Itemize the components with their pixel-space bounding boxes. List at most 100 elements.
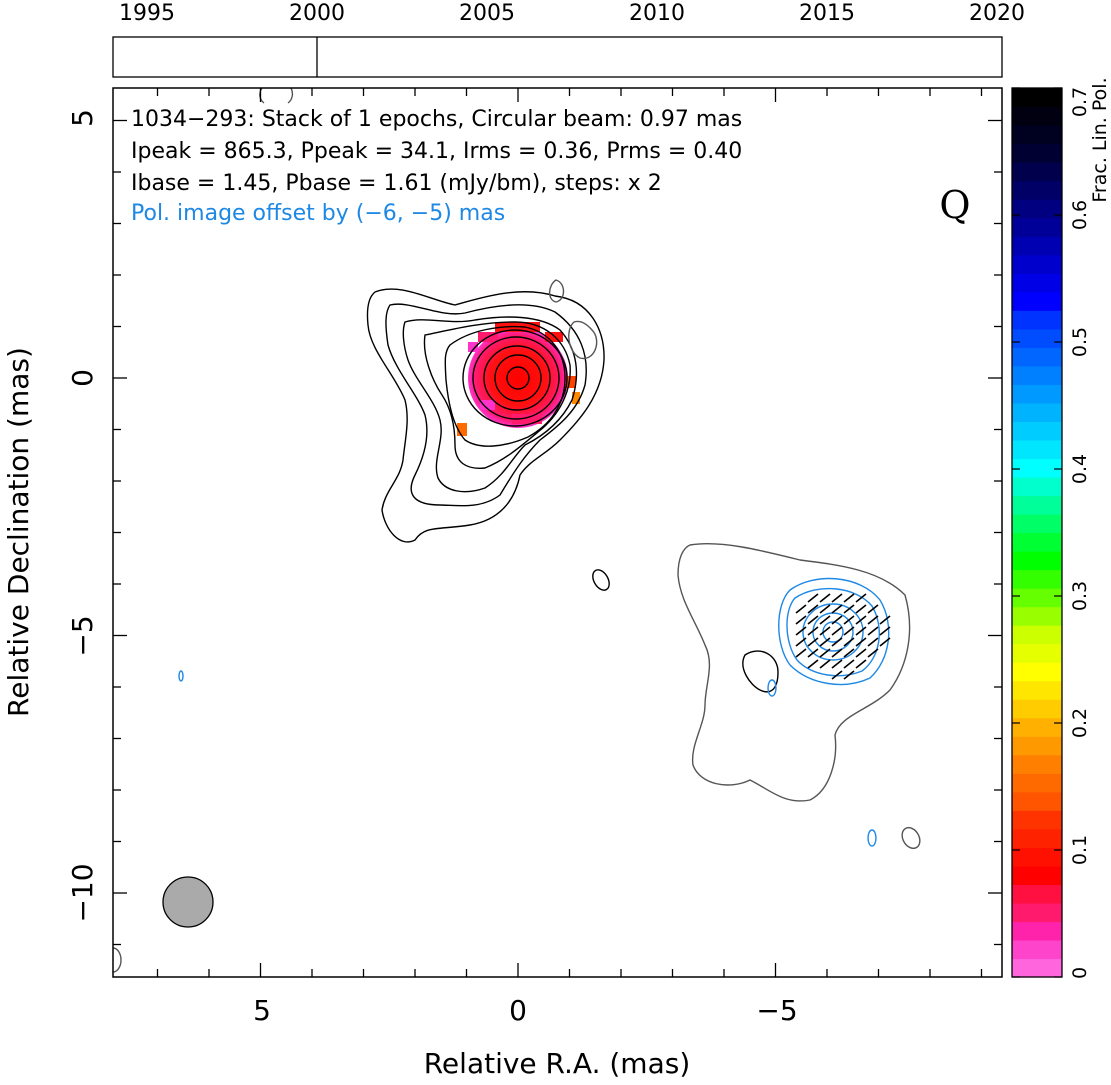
evpa-tick: [867, 648, 879, 658]
evpa-tick: [819, 637, 831, 647]
colorbar-segment: [1012, 384, 1062, 404]
evpa-tick: [831, 659, 843, 669]
xtick-label-minus5: −5: [756, 994, 797, 1027]
evpa-tick: [867, 626, 879, 636]
evpa-tick: [819, 604, 831, 614]
evpa-tick: [807, 637, 819, 647]
colorbar-tick-label: 0.5: [1069, 327, 1091, 357]
annotation-line-4: Pol. image offset by (−6, −5) mas: [131, 201, 505, 226]
ytick-label-0: 0: [66, 369, 99, 387]
colorbar-segment: [1012, 699, 1062, 719]
colorbar-segment: [1012, 125, 1062, 145]
colorbar-segment: [1012, 939, 1062, 960]
colorbar-tick-label: 0.4: [1069, 454, 1091, 484]
evpa-tick: [795, 615, 807, 625]
colorbar-segment: [1012, 921, 1062, 941]
colorbar-segment: [1012, 180, 1062, 200]
evpa-tick: [819, 648, 831, 658]
colorbar-tick-labels: 0 0.1 0.2 0.3 0.4 0.5 0.6 0.7: [1069, 87, 1091, 979]
colorbar-segment: [1012, 958, 1062, 978]
colorbar-segment: [1012, 828, 1062, 848]
evpa-tick: [843, 637, 855, 647]
y-axis-label: Relative Declination (mas): [2, 347, 35, 717]
colorbar-segment: [1012, 439, 1062, 460]
ytick-label-5: 5: [66, 109, 99, 127]
fpol-pixel-isolated: [457, 423, 467, 436]
evpa-tick: [831, 637, 843, 647]
evpa-tick: [867, 604, 879, 614]
colorbar-segment: [1012, 551, 1062, 571]
colorbar-segment: [1012, 569, 1062, 589]
header-annotations: 1034−293: Stack of 1 epochs, Circular be…: [131, 107, 742, 226]
colorbar-segment: [1012, 217, 1062, 237]
ti-contour-9: [494, 354, 542, 402]
evpa-tick: [879, 626, 891, 636]
timeline-year-2000: 2000: [289, 1, 345, 26]
grey-blob-edge: [113, 947, 122, 973]
pol-contour-2: [786, 587, 880, 677]
tick-labels: 5 0 −5 5 0 −5 −10: [66, 109, 798, 1027]
lowest-contour-features: [113, 88, 921, 973]
evpa-tick: [855, 637, 867, 647]
timeline-year-2010: 2010: [629, 1, 685, 26]
evpa-tick: [795, 626, 807, 636]
colorbar-segment: [1012, 643, 1062, 663]
evpa-tick: [855, 593, 867, 603]
evpa-tick: [795, 648, 807, 658]
colorbar-segment: [1012, 791, 1062, 811]
xtick-label-0: 0: [509, 994, 527, 1027]
colorbar-segment: [1012, 143, 1062, 163]
grey-arc-top: [259, 88, 294, 104]
xtick-label-5: 5: [253, 994, 271, 1027]
colorbar-ticks: [1012, 87, 1062, 978]
evpa-tick: [807, 604, 819, 614]
pol-blob-lower: [867, 829, 877, 847]
fpol-pixel-bottom: [512, 414, 542, 424]
colorbar-segment: [1012, 328, 1062, 348]
colorbar-segment: [1012, 662, 1062, 682]
evpa-tick: [831, 648, 843, 658]
colorbar-segment: [1012, 884, 1062, 904]
polarization-contours: [178, 577, 890, 847]
colorbar-tick-label: 0.3: [1069, 581, 1091, 611]
evpa-tick: [807, 615, 819, 625]
evpa-tick: [867, 637, 879, 647]
evpa-tick: [843, 615, 855, 625]
colorbar-segment: [1012, 902, 1062, 923]
annotation-line-1: 1034−293: Stack of 1 epochs, Circular be…: [131, 107, 742, 132]
evpa-tick: [843, 648, 855, 658]
colorbar-segment: [1012, 199, 1062, 219]
fpol-pixel-left: [468, 342, 478, 352]
colorbar-segment: [1012, 421, 1062, 441]
pol-contour-1: [778, 577, 890, 686]
colorbar-segment: [1012, 476, 1062, 497]
colorbar-segment: [1012, 606, 1062, 626]
evpa-tick: [855, 659, 867, 669]
epoch-timeline: 1995 2000 2005 2010 2015 2020: [112, 1, 1025, 78]
colorbar-segment: [1012, 88, 1062, 108]
evpa-tick: [831, 615, 843, 625]
fpol-pixel-lower-left: [480, 400, 495, 410]
evpa-tick: [831, 593, 843, 603]
colorbar-segment: [1012, 236, 1062, 256]
isolated-contour-2: [742, 650, 779, 693]
timeline-year-2005: 2005: [459, 1, 515, 26]
axis-ticks: [113, 88, 1002, 977]
evpa-tick: [795, 604, 807, 614]
colorbar-segment: [1012, 865, 1062, 885]
evpa-tick: [807, 626, 819, 636]
colorbar: 0 0.1 0.2 0.3 0.4 0.5 0.6 0.7 Frac. Lin. Pol.: [1011, 77, 1111, 979]
colorbar-segment: [1012, 347, 1062, 367]
colorbar-segment: [1012, 588, 1062, 608]
grey-blob-3: [901, 826, 921, 850]
beam-ellipse: [162, 876, 214, 928]
colorbar-tick-label: 0.6: [1069, 200, 1091, 230]
pol-blob-left: [178, 670, 184, 682]
ti-contour-1: [366, 288, 605, 543]
colorbar-segment: [1012, 458, 1062, 478]
grey-blob-2: [568, 320, 598, 360]
pol-contour-3: [802, 603, 864, 661]
colorbar-segment: [1012, 162, 1062, 182]
evpa-tick: [879, 637, 891, 647]
evpa-tick: [819, 615, 831, 625]
